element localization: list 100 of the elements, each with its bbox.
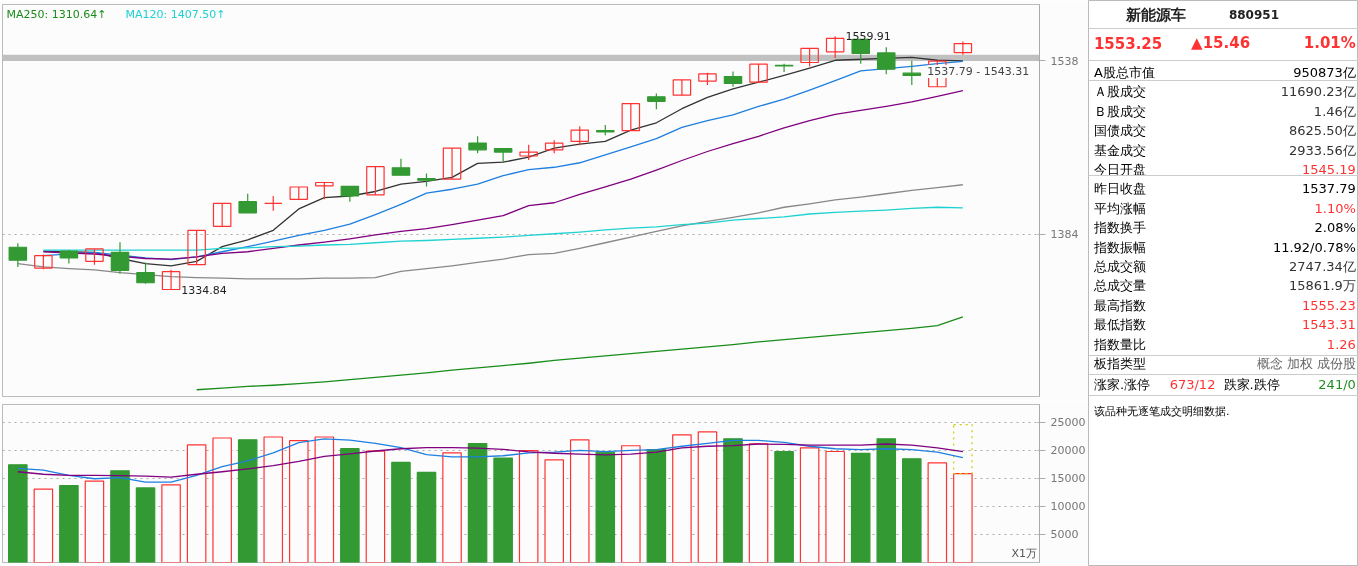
bar — [135, 487, 156, 563]
candlestick — [212, 202, 232, 228]
candlestick — [800, 47, 819, 68]
bar — [569, 439, 590, 563]
text: 最低指数 — [1093, 317, 1146, 333]
text: 1543.31 — [1302, 317, 1356, 333]
candlestick — [621, 103, 641, 132]
text: 平均涨幅 — [1093, 200, 1146, 216]
text: 880951 — [1228, 8, 1280, 22]
bar — [263, 436, 284, 563]
bar — [110, 470, 130, 563]
bar — [927, 462, 948, 563]
candlestick — [851, 38, 870, 65]
text: 1553.25 — [1093, 34, 1163, 53]
bar — [340, 448, 360, 563]
bar — [237, 439, 258, 563]
text: ▲15.46 — [1191, 33, 1251, 52]
text: 最高指数 — [1093, 297, 1146, 313]
text: 2747.34亿 — [1289, 259, 1356, 274]
text: 1545.19 — [1302, 162, 1356, 177]
bar — [850, 452, 871, 563]
text: 1.26 — [1326, 336, 1356, 352]
bar — [84, 480, 105, 563]
y-tick-label: 5000 — [1050, 528, 1079, 542]
bar — [416, 471, 437, 563]
bar — [288, 440, 309, 563]
candlestick — [110, 241, 130, 275]
candlestick — [8, 242, 28, 268]
bar — [8, 464, 28, 563]
text: 11690.23亿 — [1280, 84, 1356, 100]
text: Ｂ股成交 — [1093, 103, 1146, 119]
bar — [646, 449, 667, 563]
text: 总成交量 — [1092, 278, 1146, 294]
bar — [774, 450, 794, 563]
text: 该品种无逐笔成交明细数据. — [1093, 405, 1230, 418]
bar — [365, 450, 386, 563]
y-tick-label: 20000 — [1050, 444, 1086, 458]
bar — [161, 484, 181, 563]
bar — [748, 443, 769, 563]
bar — [442, 452, 462, 563]
text: 总成交额 — [1092, 259, 1146, 274]
candlestick — [953, 40, 973, 56]
bar — [876, 438, 897, 563]
text: 11.92/0.78% — [1272, 239, 1356, 255]
annotation: 1559.91 — [845, 30, 891, 44]
bar — [33, 488, 54, 563]
candlestick — [774, 63, 794, 73]
text: 新能源车 — [1125, 5, 1187, 24]
text: 国债成交 — [1093, 123, 1146, 139]
line-series — [42, 90, 964, 260]
text: 241/0 — [1318, 377, 1356, 392]
text: 1.10% — [1314, 200, 1356, 216]
text: 2933.56亿 — [1289, 142, 1356, 158]
text: 涨家.涨停 — [1093, 377, 1151, 392]
text: 指数振幅 — [1092, 239, 1146, 255]
bar — [493, 457, 513, 563]
text: 昨日收盘 — [1093, 181, 1146, 197]
text: A股总市值 — [1093, 65, 1155, 80]
bar — [314, 436, 335, 563]
text: 今日开盘 — [1093, 162, 1146, 177]
annotation: 1334.84 — [181, 283, 227, 297]
text: 8625.50亿 — [1289, 123, 1356, 139]
text: 950873亿 — [1293, 65, 1356, 80]
candlestick — [136, 261, 155, 285]
text: X1万 — [1011, 546, 1037, 560]
y-tick-label: 1538 — [1050, 54, 1079, 68]
text: MA120: 1407.50↑ — [125, 7, 226, 21]
candlestick — [187, 229, 206, 266]
text: 跌家.跌停 — [1223, 377, 1280, 392]
text: 板指类型 — [1092, 356, 1146, 371]
bar — [467, 442, 488, 563]
candlestick — [493, 148, 513, 163]
candlestick — [366, 166, 385, 196]
y-tick-label: 15000 — [1050, 472, 1086, 486]
bar — [518, 450, 539, 563]
bar — [621, 445, 641, 563]
bar — [953, 473, 973, 563]
text: 指数量比 — [1092, 336, 1146, 352]
candlestick — [442, 147, 462, 180]
candlestick — [672, 79, 692, 96]
text: 概念 加权 成份股 — [1256, 356, 1356, 371]
line-series — [195, 316, 964, 391]
text: 673/12 — [1169, 377, 1216, 392]
y-tick-label: 10000 — [1050, 500, 1086, 514]
bar — [391, 461, 411, 563]
bar — [212, 437, 232, 563]
candlestick — [876, 46, 896, 75]
line-series — [17, 184, 964, 280]
text: 指数换手 — [1092, 220, 1146, 236]
text: 1.01% — [1303, 33, 1356, 52]
bar — [723, 438, 743, 563]
text: 基金成交 — [1093, 142, 1146, 158]
band-label: 1537.79 - 1543.31 — [927, 65, 1030, 79]
text: 2.08% — [1314, 220, 1356, 236]
bar — [59, 484, 79, 563]
text: Ａ股成交 — [1093, 84, 1146, 100]
candlestick — [825, 35, 845, 59]
y-tick-label: 25000 — [1050, 416, 1086, 430]
candlestick — [570, 125, 590, 146]
bar — [902, 458, 922, 563]
